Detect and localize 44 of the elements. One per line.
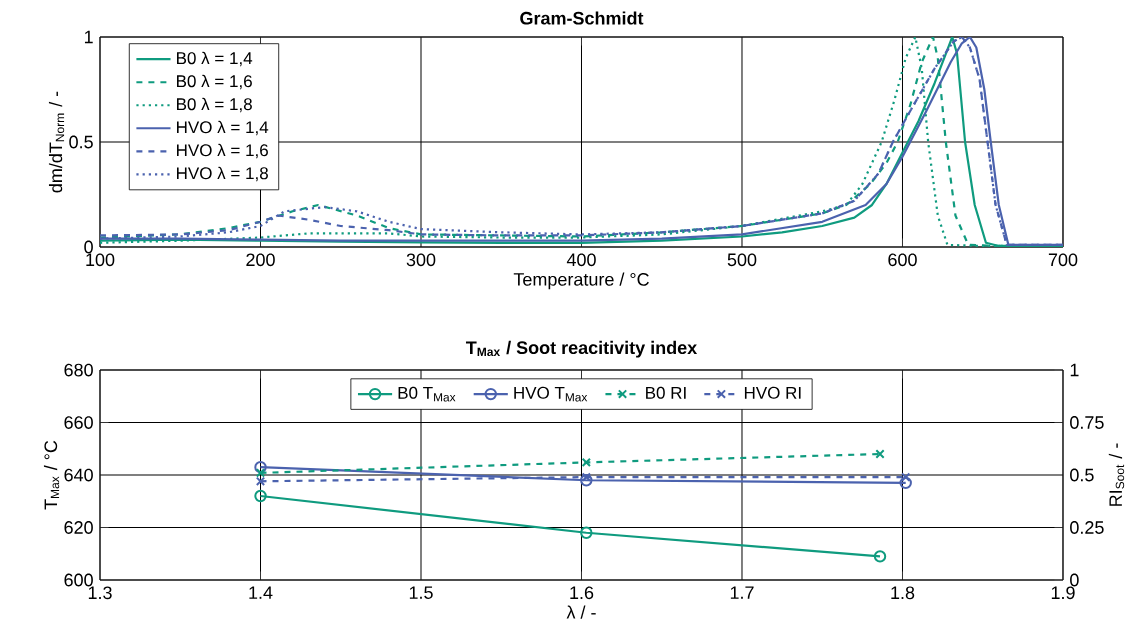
y-tick-label: 680 [64, 363, 93, 377]
x-tick-label: 1.5 [409, 586, 433, 599]
legend-label: HVO λ = 1,8 [177, 166, 268, 182]
legend-label: HVO λ = 1,4 [177, 120, 269, 136]
x-tick-label: 500 [727, 253, 757, 267]
x-tick-label: 200 [246, 253, 275, 267]
y2-tick-label: 0.5 [1070, 468, 1094, 482]
legend-label: B0 λ = 1,6 [177, 74, 252, 90]
y-tick-label: 0 [84, 240, 93, 254]
y-tick-label: 640 [64, 468, 93, 482]
y2-tick-label: 0.25 [1070, 521, 1104, 534]
x-tick-label: 700 [1048, 253, 1078, 267]
y-tick-label: 1 [84, 30, 93, 44]
x-tick-label: 100 [86, 253, 115, 267]
x-tick-label: 1.3 [88, 586, 112, 600]
chart-title: Gram-Schmidt [520, 11, 644, 25]
y-tick-label: 660 [64, 416, 93, 429]
x-tick-label: 1.7 [730, 586, 754, 599]
legend-label: HVO RI [744, 386, 801, 399]
x-axis-title: Temperature / °C [513, 272, 649, 290]
x-tick-label: 1.9 [1051, 586, 1075, 600]
chart-title: T$_{Max}$ / Soot reacitivity index [465, 340, 698, 358]
y-tick-label: 0.5 [69, 135, 93, 149]
legend-label: HVO λ = 1,6 [177, 143, 268, 159]
x-tick-label: 400 [566, 253, 596, 267]
x-tick-label: 1.6 [570, 586, 594, 600]
legend-label: B0 T$_{Max}$ [398, 386, 456, 402]
legend-label: B0 RI [646, 386, 686, 399]
x-axis-title: λ / - [566, 605, 596, 619]
legend-label: B0 λ = 1,8 [177, 97, 252, 113]
x-tick-label: 1.4 [249, 586, 273, 599]
y2-tick-label: 0 [1070, 573, 1079, 587]
y-axis-title: T$_{Max}$ / °C [43, 440, 60, 510]
y2-tick-label: 0.75 [1070, 416, 1104, 429]
y-tick-label: 600 [64, 573, 93, 587]
y2-axis-title: RI$_{Soot}$ / - [1108, 443, 1125, 506]
legend-label: HVO T$_{Max}$ [514, 386, 588, 402]
x-tick-label: 600 [888, 253, 917, 267]
x-tick-label: 1.8 [891, 586, 915, 600]
y-tick-label: 620 [64, 521, 93, 534]
y2-tick-label: 1 [1070, 363, 1079, 377]
legend-label: B0 λ = 1,4 [177, 51, 253, 67]
x-tick-label: 300 [406, 253, 436, 267]
y-axis-title: dm/dT$_{Norm}$ / - [48, 91, 65, 193]
